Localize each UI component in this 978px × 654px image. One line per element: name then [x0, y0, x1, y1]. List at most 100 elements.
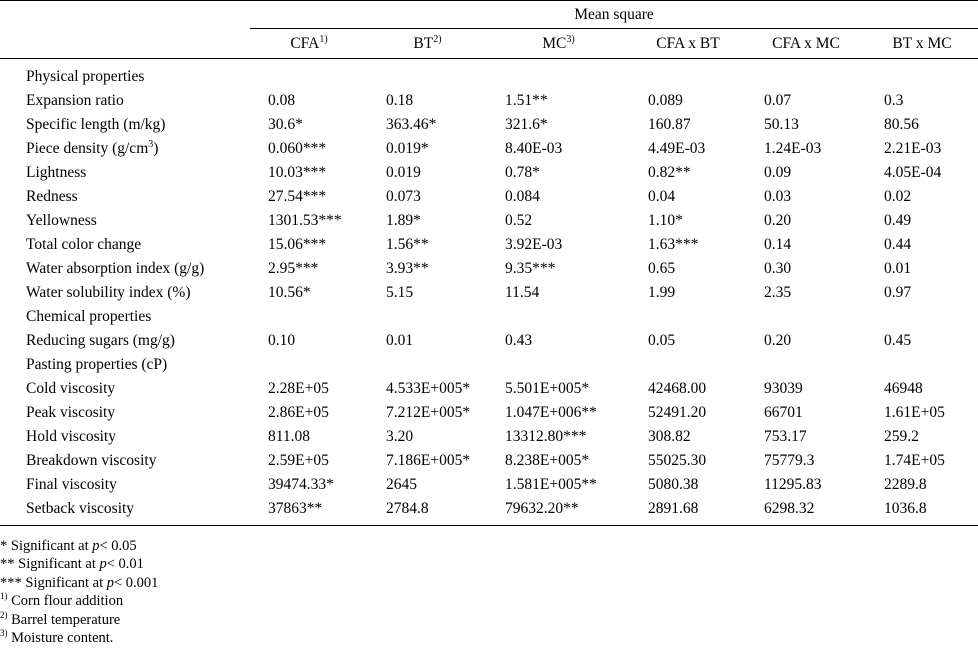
column-header-label: BT x MC [892, 34, 952, 52]
row-label-text: Redness [26, 188, 78, 205]
table-cell [487, 59, 630, 90]
table-row: Total color change 15.06*** 1.56** 3.92E-03… [0, 233, 978, 257]
table-cell: 3.93** [386, 260, 429, 277]
table-cell: 0.14 [764, 236, 792, 253]
row-label-text: Pasting properties (cP) [26, 356, 168, 373]
table-cell: 0.03 [764, 188, 792, 205]
column-header: CFA x BT [630, 28, 746, 59]
table-cell: 1.047E+006** [505, 404, 597, 421]
table-cell: 39474.33* [268, 476, 334, 493]
row-label-text: Yellowness [26, 212, 97, 229]
table-cell: 0.97 [884, 284, 912, 301]
table-cell: 75779.3 [764, 452, 815, 469]
table-cell: 7.212E+005* [386, 404, 471, 421]
column-header-label: CFA x BT [656, 34, 720, 52]
column-header-footnote-mark: 3) [566, 33, 575, 45]
table-cell: 66701 [764, 404, 803, 421]
row-label-text: Water solubility index (%) [26, 284, 191, 301]
table-cell: 4.533E+005* [386, 380, 471, 397]
table-cell: 37863** [250, 497, 368, 526]
table-cell: 0.52 [505, 212, 533, 229]
table-cell: 1.51** [505, 92, 548, 109]
row-label: Breakdown viscosity [0, 449, 250, 473]
table-cell: 8.238E+005* [505, 452, 590, 469]
table-cell: 259.2 [884, 428, 919, 445]
table-cell: 5080.38 [648, 476, 699, 493]
row-label-text: Physical properties [26, 68, 145, 85]
table-cell: 0.060*** [268, 140, 327, 157]
table-cell: 2784.8 [368, 497, 487, 526]
table-cell: 1.10* [648, 212, 683, 229]
table-cell [630, 305, 746, 329]
footnote-text: ** Significant at [0, 556, 100, 573]
row-label: Peak viscosity [0, 401, 250, 425]
table-cell: 3.92E-03 [505, 236, 563, 253]
table-cell [250, 59, 368, 90]
table-cell [746, 305, 866, 329]
table-cell: 0.44 [884, 236, 912, 253]
footnote-mark: 3) [0, 628, 8, 639]
table-row: Setback viscosity 37863** 2784.8 79632.20**… [0, 497, 978, 526]
table-cell: 1.61E+05 [884, 404, 945, 421]
table-cell: 13312.80*** [505, 428, 587, 445]
table-cell: 2.21E-03 [884, 140, 942, 157]
table-cell: 2.59E+05 [268, 452, 329, 469]
table-row: Water solubility index (%) 10.56* 5.15 11.5… [0, 281, 978, 305]
row-label: Hold viscosity [0, 425, 250, 449]
table-row: Lightness 10.03*** 0.019 0.78* 0.82** 0.09 4.0… [0, 161, 978, 185]
section-heading: Chemical properties [0, 305, 250, 329]
table-cell [746, 353, 866, 377]
table-cell: 0.78* [505, 164, 540, 181]
table-cell [866, 353, 978, 377]
table-cell: 11.54 [505, 284, 540, 301]
column-header-row: CFA1) BT2) MC3) CFA x BT CFA x MC BT x MC [0, 28, 978, 59]
table-cell: 2289.8 [884, 476, 927, 493]
column-header-label: BT [413, 34, 434, 52]
row-label: Total color change [0, 233, 250, 257]
row-label-text: Piece density (g/cm [26, 140, 149, 157]
section-heading: Pasting properties (cP) [0, 353, 250, 377]
table-cell: 811.08 [268, 428, 311, 445]
table-cell: 0.07 [764, 92, 792, 109]
table-cell: 5.15 [386, 284, 414, 301]
table-cell: 0.20 [764, 332, 792, 349]
row-label-text: Total color change [26, 236, 142, 253]
table-row: Redness 27.54*** 0.073 0.084 0.04 0.03 0.02 [0, 185, 978, 209]
footnote-text: Barrel temperature [11, 611, 121, 628]
table-cell: 55025.30 [648, 452, 707, 469]
table-cell: 363.46* [386, 116, 437, 133]
row-label-text: Hold viscosity [26, 428, 116, 445]
table-row: Yellowness 1301.53*** 1.89* 0.52 1.10* 0.20 0.… [0, 209, 978, 233]
table-cell: 0.18 [386, 92, 414, 109]
footnote-text: *** Significant at [0, 574, 107, 591]
row-label: Setback viscosity [0, 497, 250, 526]
row-label-text: Water absorption index (g/g) [26, 260, 205, 277]
table-cell: 1.89* [386, 212, 421, 229]
footnote-text: * Significant at [0, 538, 93, 554]
row-label-text: Lightness [26, 164, 87, 181]
footnote-italic: p [92, 538, 100, 554]
table-cell: 7.186E+005* [386, 452, 471, 469]
table-cell: 46948 [884, 380, 923, 397]
table-cell: 8.40E-03 [505, 140, 563, 157]
table-cell: 4.49E-03 [648, 140, 706, 157]
table-cell [368, 59, 487, 90]
section-heading-row: Pasting properties (cP) [0, 353, 978, 377]
row-label: Piece density (g/cm3) [0, 137, 250, 161]
table-cell: 27.54*** [268, 188, 327, 205]
table-cell: 2.95*** [268, 260, 319, 277]
table-cell [250, 353, 368, 377]
footnote: 2) Barrel temperature [0, 610, 158, 629]
table-cell: 0.82** [648, 164, 691, 181]
footnote-italic: p [99, 556, 107, 573]
column-header: MC3) [487, 28, 630, 59]
table-cell: 0.20 [764, 212, 792, 229]
table-row: Expansion ratio 0.08 0.18 1.51** 0.089 0.07 0.… [0, 89, 978, 113]
table-cell: 2.86E+05 [268, 404, 329, 421]
row-label-text: Specific length (m/kg) [26, 116, 166, 133]
table-cell: 1.74E+05 [884, 452, 945, 469]
table-cell: 0.04 [648, 188, 676, 205]
table-cell: 42468.00 [648, 380, 707, 397]
column-header-footnote-mark: 2) [433, 33, 442, 45]
